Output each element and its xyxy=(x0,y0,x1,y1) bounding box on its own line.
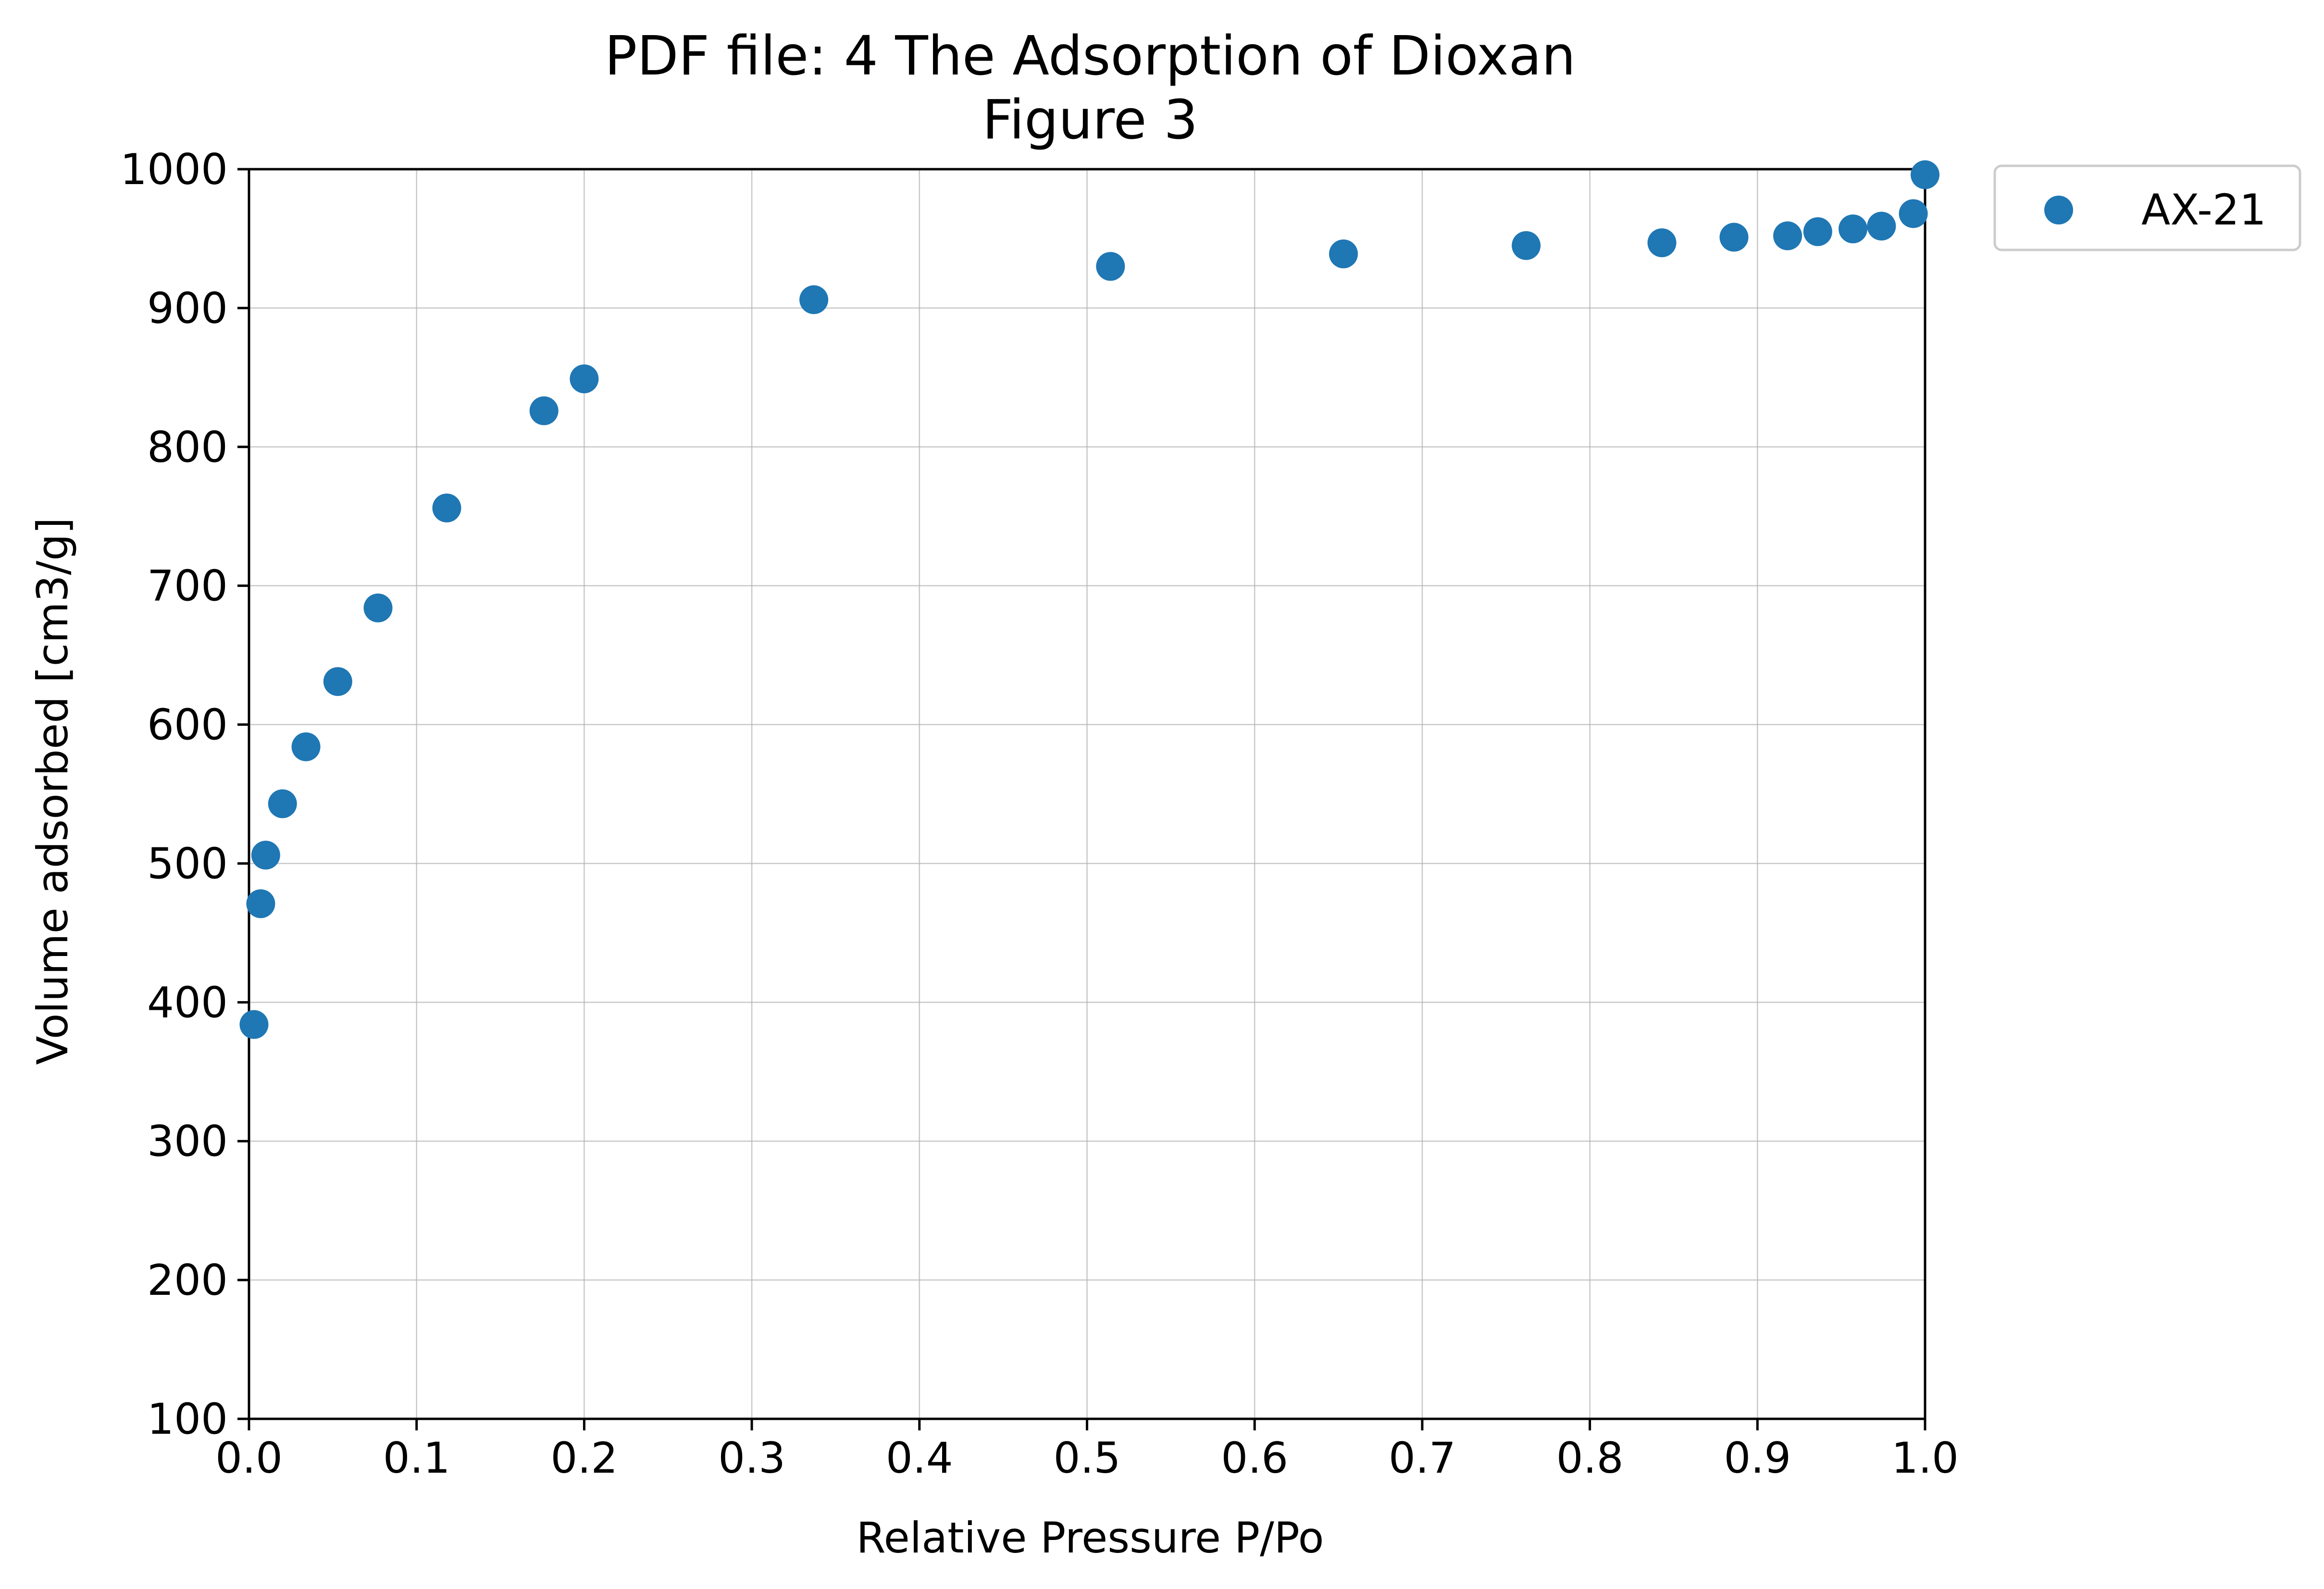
y-tick-label: 500 xyxy=(147,839,228,888)
data-point xyxy=(268,789,297,819)
y-tick-label: 800 xyxy=(147,422,228,472)
data-point xyxy=(570,364,599,394)
x-tick-label: 1.0 xyxy=(1891,1433,1959,1483)
x-axis-label: Relative Pressure P/Po xyxy=(856,1513,1324,1563)
legend-box xyxy=(1993,164,2301,251)
y-tick-label: 400 xyxy=(147,978,228,1027)
x-tick-label: 0.4 xyxy=(886,1433,953,1483)
data-point xyxy=(363,593,393,622)
data-point xyxy=(1096,252,1125,281)
data-point xyxy=(1899,199,1928,228)
data-point xyxy=(1512,231,1541,260)
x-tick-label: 0.1 xyxy=(383,1433,450,1483)
y-tick-label: 100 xyxy=(147,1394,228,1444)
data-point xyxy=(1803,217,1832,246)
legend: AX-21 xyxy=(1993,164,2301,251)
x-tick-label: 0.7 xyxy=(1389,1433,1456,1483)
x-tick-label: 0.0 xyxy=(215,1433,283,1483)
data-point xyxy=(251,841,280,870)
x-tick-label: 0.2 xyxy=(550,1433,618,1483)
data-point xyxy=(239,1010,269,1039)
data-points xyxy=(239,160,1939,1039)
y-tick-label: 200 xyxy=(147,1255,228,1305)
x-tick-label: 0.6 xyxy=(1221,1433,1288,1483)
legend-label: AX-21 xyxy=(2141,185,2266,235)
y-tick-label: 1000 xyxy=(120,145,228,194)
y-tick-label: 900 xyxy=(147,284,228,333)
y-tick-label: 600 xyxy=(147,700,228,750)
data-point xyxy=(1329,239,1358,269)
data-point xyxy=(323,667,352,696)
y-tick-label: 300 xyxy=(147,1117,228,1166)
chart-title: PDF file: 4 The Adsorption of Dioxan xyxy=(605,25,1576,87)
data-point xyxy=(1647,228,1677,258)
x-tick-label: 0.9 xyxy=(1724,1433,1791,1483)
legend-marker xyxy=(2044,196,2073,224)
x-tick-label: 0.5 xyxy=(1054,1433,1121,1483)
data-point xyxy=(799,285,829,314)
x-tick-label: 0.8 xyxy=(1556,1433,1624,1483)
data-point xyxy=(246,889,275,919)
data-point xyxy=(1839,214,1868,244)
data-point xyxy=(1719,223,1749,252)
axes-layer: 0.0 0.1 0.2 0.3 0.4 0.5 0.6 0.7 0.8 0.9 1.0 100 200 3… xyxy=(120,145,1959,1483)
data-point xyxy=(1773,221,1802,250)
data-point xyxy=(291,732,321,761)
chart-subtitle: Figure 3 xyxy=(982,89,1198,151)
y-axis-label: Volume adsorbed [cm3/g] xyxy=(28,517,77,1065)
data-point xyxy=(1867,211,1896,241)
y-tick-label: 700 xyxy=(147,561,228,611)
x-tick-label: 0.3 xyxy=(718,1433,785,1483)
data-point xyxy=(432,493,461,522)
data-point xyxy=(529,396,559,425)
data-point xyxy=(1911,160,1939,189)
